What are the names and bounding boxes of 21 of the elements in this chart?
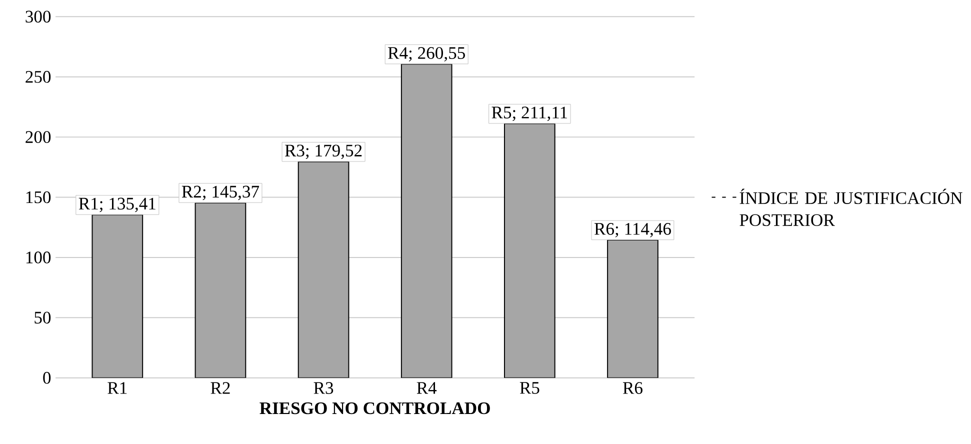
y-tick-label: 50 — [34, 312, 51, 324]
data-label: R1; 135,41 — [78, 198, 156, 212]
y-tick-label: 200 — [26, 131, 51, 144]
x-axis-title: RIESGO NO CONTROLADO — [260, 402, 490, 414]
y-tick-label: 150 — [26, 191, 51, 204]
data-label: R2; 145,37 — [182, 186, 260, 200]
data-label: R3; 179,52 — [284, 144, 362, 160]
text: ÍNDICE DE JUSTIFICACIÓN POSTERIOR — [740, 188, 962, 226]
y-tick-label: 100 — [26, 252, 51, 264]
data-label: R5; 211,11 — [492, 106, 568, 122]
data-label: R6; 114,46 — [594, 223, 671, 238]
x-tick-label: R2 — [210, 382, 230, 394]
x-tick-label: R5 — [520, 382, 540, 394]
x-tick-label: R1 — [108, 382, 127, 394]
y-tick-label: 300 — [26, 10, 51, 23]
x-tick-label: R3 — [314, 382, 334, 394]
x-tick-label: R6 — [622, 382, 642, 394]
y-tick-label: 0 — [43, 372, 51, 384]
y-tick-label: 250 — [26, 71, 51, 83]
x-tick-label: R4 — [416, 382, 437, 394]
data-label: R4; 260,55 — [388, 47, 465, 62]
